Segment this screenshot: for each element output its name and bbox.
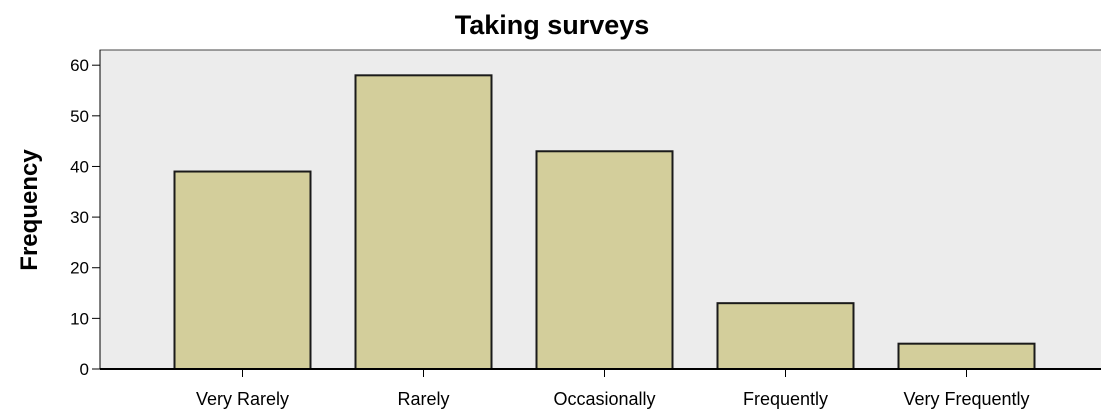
x-axis-ticks: Very Rarely Rarely Occasionally Frequently V…: [196, 369, 1030, 409]
x-tick-label: Occasionally: [553, 389, 655, 409]
y-axis-label: Frequency: [16, 149, 43, 271]
x-tick-label: Frequently: [743, 389, 828, 409]
bar-frequently: [716, 302, 855, 370]
bar-rarely: [354, 74, 493, 370]
bar-very-rarely: [173, 170, 312, 370]
y-tick-label: 0: [80, 360, 89, 379]
y-tick-label: 20: [70, 259, 89, 278]
y-tick-label: 40: [70, 157, 89, 176]
x-tick-label: Very Rarely: [196, 389, 289, 409]
x-tick-label: Rarely: [397, 389, 449, 409]
y-tick-label: 60: [70, 56, 89, 75]
bars: [173, 74, 1036, 370]
y-tick-label: 50: [70, 107, 89, 126]
bar-occasionally: [535, 150, 674, 370]
x-tick-label: Very Frequently: [903, 389, 1029, 409]
y-tick-label: 30: [70, 208, 89, 227]
chart-title: Taking surveys: [455, 10, 650, 40]
y-tick-label: 10: [70, 309, 89, 328]
bar-very-frequently: [897, 342, 1036, 370]
y-axis-ticks: 0 10 20 30 40 50 60: [70, 56, 100, 379]
